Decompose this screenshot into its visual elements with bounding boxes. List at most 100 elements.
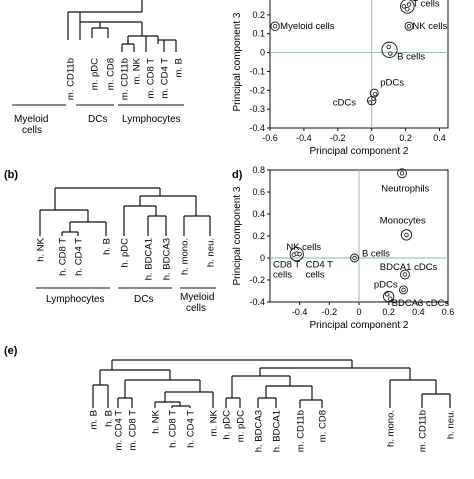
data-point — [372, 91, 378, 97]
cluster-ring — [400, 229, 413, 241]
leaf-label: h. CD8 T — [167, 410, 178, 448]
point-annotation: B cells — [397, 51, 425, 62]
data-point — [404, 232, 409, 238]
y-tick-label: 0.2 — [252, 10, 265, 20]
leaf-label: h. pDC — [119, 238, 130, 268]
leaf-label: m. CD8 T — [145, 58, 156, 99]
leaf-label: h. BDCA1 — [143, 238, 154, 280]
point-annotation: Myeloid cells — [280, 21, 335, 32]
group-label-myeloid-a-2: cells — [22, 125, 42, 136]
leaf-label: m. NK — [131, 57, 142, 84]
leaf-label: m. CD8 — [317, 410, 328, 442]
leaf-label: m. CD11b — [417, 410, 428, 452]
y-tick-label: -0.1 — [249, 66, 265, 76]
point-annotation: Neutrophils — [381, 184, 429, 195]
dendrogram-e-branches — [92, 359, 451, 408]
y-tick-label: -0.2 — [249, 85, 265, 95]
leaf-label: h. B — [101, 238, 112, 255]
leaf-label: m. pDC — [235, 410, 246, 442]
point-annotation: T cells — [412, 0, 440, 10]
x-axis-label: Principal component 2 — [310, 320, 409, 331]
x-tick-label: 0.2 — [382, 307, 395, 317]
leaf-label: h. mono. — [385, 410, 396, 447]
cluster-ring — [400, 0, 415, 14]
x-tick-label: 0.4 — [433, 133, 446, 143]
cluster-ring — [367, 95, 377, 106]
leaf-label: m. CD4 T — [113, 410, 124, 451]
y-tick-label: 0.2 — [252, 231, 265, 241]
leaf-label: m. CD4 T — [159, 58, 170, 99]
point-annotation: CD8 T — [273, 260, 300, 271]
point-annotation: cells — [273, 270, 292, 281]
x-tick-label: -0.2 — [322, 307, 338, 317]
dendrogram-b-branches — [39, 187, 211, 236]
data-point — [367, 100, 373, 105]
data-point — [406, 23, 412, 29]
leaf-label: h. neu. — [205, 238, 216, 267]
data-point — [272, 23, 278, 29]
group-label-lymphocytes-b: Lymphocytes — [46, 294, 105, 305]
leaf-label: h. BDCA1 — [271, 410, 282, 452]
y-tick-label: -0.4 — [249, 123, 265, 133]
point-annotation: CD4 T — [306, 260, 333, 271]
group-label-lymphocytes-a: Lymphocytes — [122, 114, 181, 125]
leaf-label: m. pDC — [89, 58, 100, 90]
y-tick-label: 0.6 — [252, 187, 265, 197]
x-tick-label: 0.2 — [399, 133, 412, 143]
data-point — [384, 292, 390, 297]
group-label-myeloid-b-1: Myeloid — [180, 292, 214, 303]
leaf-label: m. NK — [208, 409, 219, 436]
panel-label-e: (e) — [4, 345, 18, 357]
point-annotation: pDCs — [374, 279, 398, 290]
x-tick-label: 0 — [369, 133, 374, 143]
leaf-label: h. BDCA3 — [253, 410, 264, 452]
point-annotation: B cells — [362, 249, 390, 260]
x-tick-label: -0.4 — [296, 133, 312, 143]
cluster-ring — [397, 168, 407, 179]
data-point — [297, 251, 302, 257]
leaf-label: m. CD11b — [119, 58, 130, 100]
group-label-dcs-a: DCs — [88, 114, 107, 125]
y-tick-label: 0.1 — [252, 29, 265, 39]
y-tick-label: -0.2 — [249, 275, 265, 285]
x-tick-label: -0.2 — [330, 133, 346, 143]
y-tick-label: 0 — [260, 48, 265, 58]
group-label-myeloid-a-1: Myeloid — [14, 114, 48, 125]
y-tick-label: 0.3 — [252, 0, 265, 1]
group-label-myeloid-b-2: cells — [186, 303, 206, 314]
point-annotation: Monocytes — [380, 216, 426, 227]
scatter-plot-d: -0.4 -0.2 0 0.2 0.4 0.6 -0.4 -0.2 0 0.2 0.4 0.6 0.8 P… — [232, 165, 454, 331]
leaf-label: m. B — [173, 58, 184, 78]
data-point — [399, 171, 405, 176]
data-point — [405, 6, 410, 12]
dendrogram-a: m. CD11b m. pDC m. CD8 m. CD11b m. NK m. CD8 … — [65, 0, 184, 100]
y-tick-label: -0.3 — [249, 104, 265, 114]
panel-label-d: d) — [232, 169, 243, 181]
cluster-ring — [381, 41, 398, 58]
point-annotation: pDCs — [380, 78, 404, 89]
x-tick-label: -0.6 — [262, 133, 278, 143]
leaf-label: h. CD8 T — [57, 238, 68, 276]
point-annotation: BDCA1 cDCs — [380, 262, 438, 273]
cluster-ring — [399, 285, 408, 295]
leaf-label: m. CD11b — [65, 58, 76, 100]
leaf-label: m. B — [88, 410, 99, 430]
leaf-label: h. CD4 T — [73, 238, 84, 276]
leaf-label: h. mono. — [179, 238, 190, 275]
y-axis-label: Principal component 3 — [232, 186, 243, 285]
data-point — [402, 272, 408, 277]
dendrogram-a-branches — [67, 0, 177, 52]
data-point — [406, 2, 412, 7]
x-tick-label: -0.4 — [292, 307, 308, 317]
data-point — [371, 96, 376, 101]
x-tick-label: 0 — [356, 307, 361, 317]
cluster-ring — [350, 253, 359, 263]
cluster-ring — [270, 21, 280, 31]
leaf-label: h. NK — [150, 409, 161, 433]
point-annotation: cDCs — [333, 98, 356, 109]
y-tick-label: -0.4 — [249, 297, 265, 307]
dendrogram-b: (b) h. NK h. CD8 T h. CD4 T h. B h. pDC h. BD… — [4, 169, 216, 314]
point-annotation: BDCA3 cDCs — [392, 298, 450, 309]
leaf-label: h. CD4 T — [185, 410, 196, 448]
